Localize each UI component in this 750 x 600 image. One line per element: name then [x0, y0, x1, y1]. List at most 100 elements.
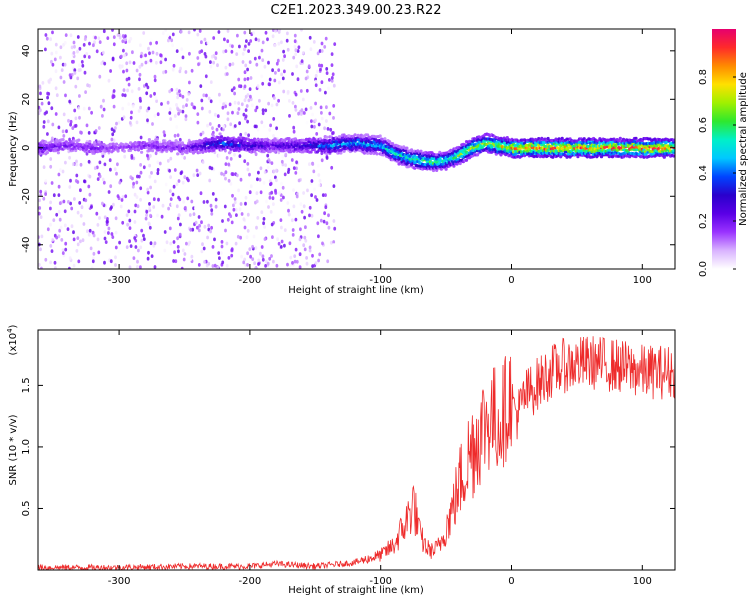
heatmap-cell: [227, 178, 231, 183]
heatmap-cell: [198, 171, 202, 176]
heatmap-cell: [245, 39, 248, 43]
heatmap-cell: [132, 256, 136, 260]
snr-x-label: Height of straight line (km): [288, 585, 424, 596]
x-tick-label: -300: [108, 576, 131, 587]
heatmap-cell: [177, 179, 181, 183]
heatmap-cell: [293, 259, 297, 264]
heatmap-cell: [246, 93, 250, 97]
heatmap-cell: [139, 54, 143, 59]
heatmap-cell: [181, 55, 185, 60]
heatmap-cell: [210, 225, 214, 230]
heatmap-cell: [194, 206, 197, 211]
heatmap-cell: [217, 30, 221, 34]
heatmap-cell: [171, 67, 175, 72]
heatmap-cell: [89, 246, 93, 251]
heatmap-cell: [175, 125, 179, 129]
heatmap-cell: [153, 78, 157, 83]
heatmap-cell: [301, 51, 305, 55]
heatmap-cell: [383, 137, 387, 141]
heatmap-cell: [255, 105, 259, 110]
colorbar-tick-label: 0.4: [698, 165, 709, 181]
heatmap-cell: [285, 38, 289, 43]
heatmap-cell: [275, 117, 279, 121]
heatmap-cell: [74, 84, 78, 89]
heatmap-cell: [255, 225, 258, 230]
heatmap-cell: [324, 36, 328, 41]
heatmap-cell: [317, 122, 321, 127]
heatmap-cell: [130, 212, 134, 217]
heatmap-cell: [272, 259, 275, 264]
heatmap-cell: [321, 241, 324, 246]
heatmap-cell: [318, 63, 321, 68]
heatmap-cell: [147, 46, 150, 51]
heatmap-cell: [148, 51, 151, 56]
heatmap-cell: [332, 116, 335, 120]
heatmap-cell: [325, 67, 329, 71]
heatmap-cell: [249, 39, 253, 43]
heatmap-cell: [203, 37, 207, 42]
heatmap-cell: [313, 187, 316, 192]
heatmap-cell: [320, 49, 324, 53]
colorbar-tick-label: 0.6: [698, 117, 709, 133]
heatmap-cell: [164, 57, 168, 62]
heatmap-cell: [61, 138, 65, 142]
heatmap-cell: [295, 259, 299, 264]
heatmap-cell: [160, 126, 164, 131]
heatmap-cell: [123, 53, 126, 58]
heatmap-cell: [148, 225, 152, 230]
heatmap-cell: [130, 89, 134, 94]
heatmap-cell: [156, 168, 160, 172]
heatmap-cell: [73, 197, 76, 201]
heatmap-cell: [268, 256, 272, 261]
heatmap-cell: [103, 162, 107, 167]
heatmap-cell: [223, 204, 227, 209]
heatmap-cell: [185, 149, 189, 153]
heatmap-cell: [171, 32, 175, 37]
heatmap-cell: [185, 98, 189, 102]
heatmap-cell: [128, 121, 132, 125]
heatmap-cell: [196, 225, 199, 230]
heatmap-cell: [273, 43, 277, 48]
spectrogram-frame: [37, 28, 676, 270]
heatmap-cell: [176, 106, 179, 111]
colorbar-ticks: 0.0 0.2 0.4 0.6 0.8: [698, 69, 736, 277]
heatmap-cell: [272, 117, 276, 121]
heatmap-cell: [260, 210, 264, 215]
heatmap-cell: [76, 236, 80, 241]
heatmap-cell: [142, 237, 146, 242]
heatmap-cell: [234, 241, 238, 246]
heatmap-cell: [232, 203, 235, 208]
heatmap-cell: [126, 222, 129, 227]
heatmap-cell: [59, 55, 62, 60]
heatmap-cell: [138, 77, 141, 82]
heatmap-cell: [308, 213, 311, 218]
heatmap-cell: [243, 225, 247, 230]
heatmap-cell: [243, 70, 247, 75]
heatmap-cell: [38, 211, 41, 216]
heatmap-cell: [73, 108, 77, 113]
heatmap-cell: [235, 173, 239, 178]
heatmap-cell: [308, 162, 311, 167]
heatmap-cell: [219, 251, 223, 255]
heatmap-cell: [300, 209, 304, 214]
heatmap-cell: [106, 217, 109, 221]
heatmap-cell: [97, 140, 101, 144]
heatmap-cell: [225, 72, 229, 76]
heatmap-cell: [286, 262, 289, 267]
heatmap-cell: [60, 68, 64, 72]
heatmap-cell: [233, 91, 237, 96]
heatmap-cell: [155, 51, 159, 56]
heatmap-cell: [83, 70, 87, 75]
heatmap-cell: [149, 94, 153, 98]
heatmap-cell: [72, 263, 76, 268]
heatmap-cell: [214, 112, 217, 117]
heatmap-cell: [637, 152, 641, 156]
heatmap-cell: [175, 49, 179, 53]
colorbar-tick-label: 0.2: [698, 213, 709, 229]
heatmap-cell: [261, 81, 265, 86]
heatmap-cell: [144, 216, 148, 221]
heatmap-cell: [41, 81, 45, 85]
heatmap-cell: [103, 236, 107, 241]
heatmap-cell: [333, 226, 337, 231]
